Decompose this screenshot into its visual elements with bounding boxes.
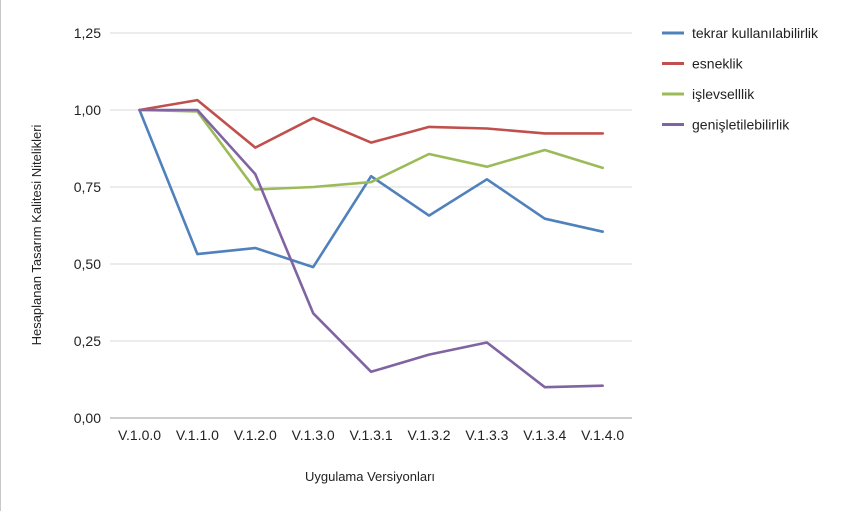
series-lines [138,98,605,389]
x-tick-label: V.1.3.4 [523,427,566,443]
x-axis-ticks: V.1.0.0 V.1.1.0 V.1.2.0 V.1.3.0 V.1.3.1 V.1.3… [118,427,624,443]
y-tick-label: 0,00 [74,410,101,426]
x-tick-label: V.1.0.0 [118,427,161,443]
legend: tekrar kullanılabilirlik esneklik işlevsel… [662,25,819,133]
series-line-4 [138,108,605,389]
x-tick-label: V.1.3.0 [292,427,335,443]
x-axis-label: Uygulama Versiyonları [305,469,435,484]
legend-label: tekrar kullanılabilirlik [692,25,819,41]
legend-label: esneklik [692,56,744,72]
x-tick-label: V.1.3.1 [350,427,393,443]
y-axis-label: Hesaplanan Tasarım Kalitesi Nitelikleri [29,124,44,345]
y-tick-label: 0,25 [74,333,101,349]
x-tick-label: V.1.1.0 [176,427,219,443]
series-line-2 [138,98,605,149]
y-tick-label: 0,50 [74,256,101,272]
legend-label: genişletilebilirlik [692,117,790,133]
series-line-1 [138,108,605,269]
y-tick-label: 0,75 [74,179,101,195]
window-edge [0,0,1,511]
y-tick-label: 1,25 [74,25,101,41]
x-tick-label: V.1.4.0 [581,427,624,443]
x-tick-label: V.1.2.0 [234,427,277,443]
series-line-3 [138,108,605,191]
x-tick-label: V.1.3.3 [465,427,508,443]
legend-label: işlevselllik [692,86,755,102]
y-tick-label: 1,00 [74,102,101,118]
y-axis-ticks: 0,00 0,25 0,50 0,75 1,00 1,25 [74,25,101,426]
x-tick-label: V.1.3.2 [407,427,450,443]
grid-lines [110,32,632,419]
